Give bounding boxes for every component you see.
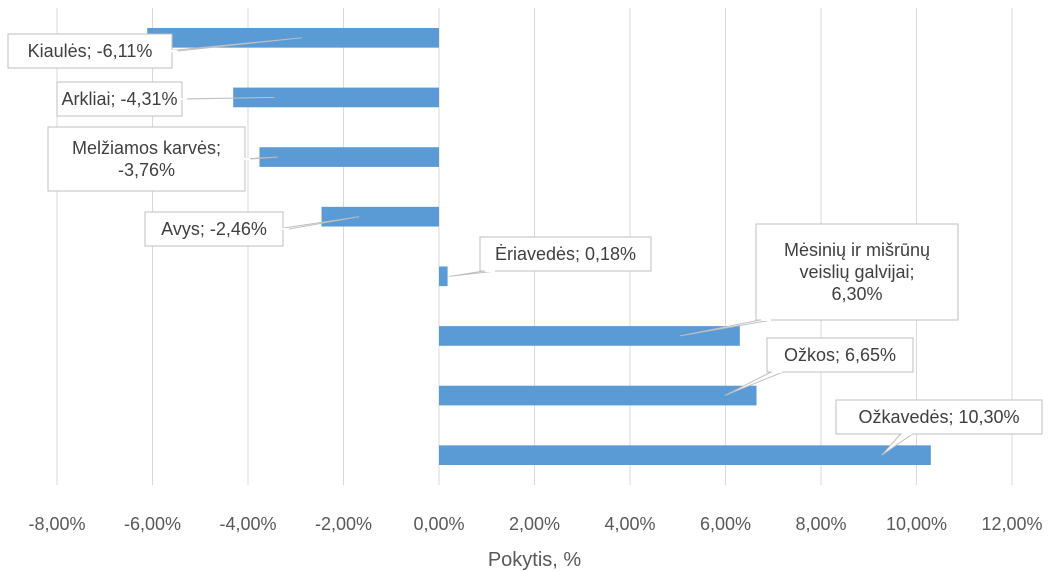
data-label-4: Avys; -2,46% [144, 211, 360, 247]
data-label-callouts: Kiaulės; -6,11% Arkliai; -4,31% Melžiamos … [7, 33, 1043, 456]
data-label-text: 6,30% [831, 284, 882, 304]
callout-box [755, 223, 959, 321]
x-tick-label: -2,00% [315, 514, 372, 534]
bar-7 [439, 385, 757, 406]
callout-pointer [175, 96, 275, 100]
callout-pointer [276, 216, 360, 230]
callout-box [766, 337, 914, 373]
callout-box [479, 236, 652, 272]
data-label-2: Arkliai; -4,31% [56, 81, 275, 117]
data-label-text: veislių galvijai; [799, 262, 914, 282]
bar-6 [439, 326, 740, 346]
data-label-5: Ėriavedės; 0,18% [449, 236, 652, 277]
bar-4 [321, 206, 439, 227]
x-tick-label: -4,00% [219, 514, 276, 534]
data-label-text: Ožkos; 6,65% [784, 345, 896, 365]
x-tick-label: 8,00% [795, 514, 846, 534]
callout-pointer [724, 371, 784, 397]
x-tick-label: 12,00% [981, 514, 1042, 534]
data-label-3: Melžiamos karvės;-3,76% [47, 126, 278, 192]
data-label-text: Ėriavedės; 0,18% [495, 244, 636, 264]
data-label-text: -3,76% [118, 160, 175, 180]
bar-5 [439, 266, 448, 287]
bar-8 [439, 445, 931, 466]
x-tick-label: 4,00% [604, 514, 655, 534]
bar-3 [259, 147, 439, 167]
data-label-text: Mėsinių ir mišrūnų [784, 240, 930, 260]
data-label-text: Avys; -2,46% [161, 219, 267, 239]
x-tick-label: 10,00% [886, 514, 947, 534]
x-tick-label: 6,00% [700, 514, 751, 534]
data-label-1: Kiaulės; -6,11% [7, 33, 302, 69]
x-tick-label: -8,00% [28, 514, 85, 534]
callout-box [144, 211, 284, 247]
callout-pointer [881, 433, 913, 456]
bar-2 [233, 87, 439, 108]
x-tick-label: 2,00% [509, 514, 560, 534]
data-label-8: Ožkavedės; 10,30% [835, 399, 1043, 456]
callout-box [47, 126, 246, 192]
data-label-text: Arkliai; -4,31% [61, 89, 177, 109]
callout-box [835, 399, 1043, 435]
callout-pointer [165, 37, 302, 52]
data-label-7: Ožkos; 6,65% [724, 337, 914, 397]
data-label-text: Ožkavedės; 10,30% [858, 407, 1019, 427]
x-axis-tick-labels: -8,00% -6,00% -4,00% -2,00% 0,00% 2,00% 4,00% 6… [28, 514, 1042, 534]
bars [147, 27, 931, 466]
callout-pointer [679, 319, 773, 337]
x-axis-title: Pokytis, % [488, 549, 582, 571]
callout-box [56, 81, 183, 117]
x-tick-label: -6,00% [124, 514, 181, 534]
x-tick-label: 0,00% [413, 514, 464, 534]
callout-box [7, 33, 173, 69]
data-label-text: Kiaulės; -6,11% [28, 41, 153, 61]
data-label-text: Melžiamos karvės; [72, 138, 221, 158]
bar-1 [147, 27, 439, 48]
callout-pointer [449, 270, 497, 277]
